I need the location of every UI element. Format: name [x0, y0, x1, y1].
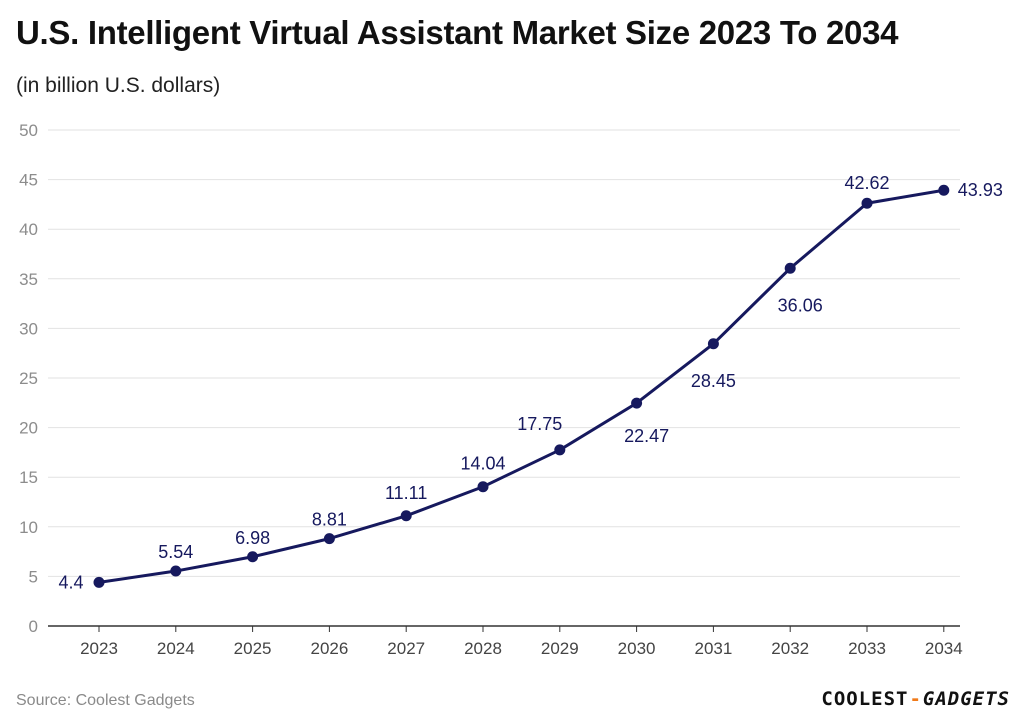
y-axis: 0 5 10 15 20 25 30 35 40 45 50 — [19, 121, 38, 636]
grid-layer — [48, 129, 960, 627]
logo-dash: - — [909, 688, 922, 710]
data-label-2032: 36.06 — [778, 295, 823, 315]
y-tick-label-40: 40 — [19, 220, 38, 239]
y-tick-label-50: 50 — [19, 121, 38, 140]
data-point-2026 — [323, 533, 335, 545]
y-tick-label-20: 20 — [19, 419, 38, 438]
data-label-2027: 11.11 — [385, 483, 427, 503]
chart-title: U.S. Intelligent Virtual Assistant Marke… — [16, 14, 899, 51]
data-point-2031 — [707, 338, 719, 350]
data-point-2023 — [93, 576, 105, 588]
x-tick-label-2024: 2024 — [157, 639, 195, 658]
x-tick-label-2025: 2025 — [234, 639, 272, 658]
series-layer — [93, 184, 950, 588]
data-label-2025: 6.98 — [235, 528, 270, 548]
x-tick-label-2034: 2034 — [925, 639, 963, 658]
data-point-2030 — [631, 397, 643, 409]
chart-subtitle: (in billion U.S. dollars) — [16, 74, 221, 97]
source-note: Source: Coolest Gadgets — [16, 692, 195, 709]
data-label-2029: 17.75 — [517, 414, 562, 434]
data-label-2033: 42.62 — [844, 173, 889, 193]
data-point-2033 — [861, 197, 873, 209]
data-label-2031: 28.45 — [691, 371, 736, 391]
data-point-2024 — [170, 565, 182, 577]
y-tick-label-45: 45 — [19, 171, 38, 190]
logo-part1: COOLEST — [821, 688, 909, 710]
x-tick-label-2033: 2033 — [848, 639, 886, 658]
data-point-2028 — [477, 481, 489, 493]
data-label-2024: 5.54 — [158, 542, 193, 562]
data-label-2023: 4.4 — [58, 572, 83, 592]
logo-part2: GADGETS — [922, 688, 1010, 710]
x-tick-label-2023: 2023 — [80, 639, 118, 658]
y-tick-label-35: 35 — [19, 270, 38, 289]
data-point-2027 — [400, 510, 412, 522]
data-point-2029 — [554, 444, 566, 456]
x-tick-label-2032: 2032 — [771, 639, 809, 658]
series-line-market-size — [98, 188, 945, 584]
y-tick-label-10: 10 — [19, 518, 38, 537]
brand-logo: COOLEST - GADGETS — [821, 688, 1010, 710]
data-point-2025 — [247, 551, 259, 563]
data-label-2028: 14.04 — [460, 454, 505, 474]
y-tick-label-15: 15 — [19, 468, 38, 487]
x-tick-label-2026: 2026 — [310, 639, 348, 658]
data-label-layer: 4.4 5.54 6.98 8.81 11.11 14.04 17.75 22.47 28.45… — [58, 173, 1002, 592]
data-point-2032 — [784, 262, 796, 274]
data-label-2030: 22.47 — [624, 426, 669, 446]
data-point-2034 — [938, 184, 950, 196]
x-tick-label-2028: 2028 — [464, 639, 502, 658]
x-tick-label-2029: 2029 — [541, 639, 579, 658]
x-tick-label-2027: 2027 — [387, 639, 425, 658]
y-tick-label-30: 30 — [19, 319, 38, 338]
data-label-2034: 43.93 — [958, 180, 1003, 200]
x-tick-label-2030: 2030 — [618, 639, 656, 658]
x-axis: 2023 2024 2025 2026 2027 2028 2029 2030 2031 2032… — [80, 626, 963, 658]
data-label-2026: 8.81 — [312, 510, 347, 530]
y-tick-label-5: 5 — [29, 567, 38, 586]
x-tick-label-2031: 2031 — [694, 639, 732, 658]
y-tick-label-25: 25 — [19, 369, 38, 388]
y-tick-label-0: 0 — [29, 617, 38, 636]
